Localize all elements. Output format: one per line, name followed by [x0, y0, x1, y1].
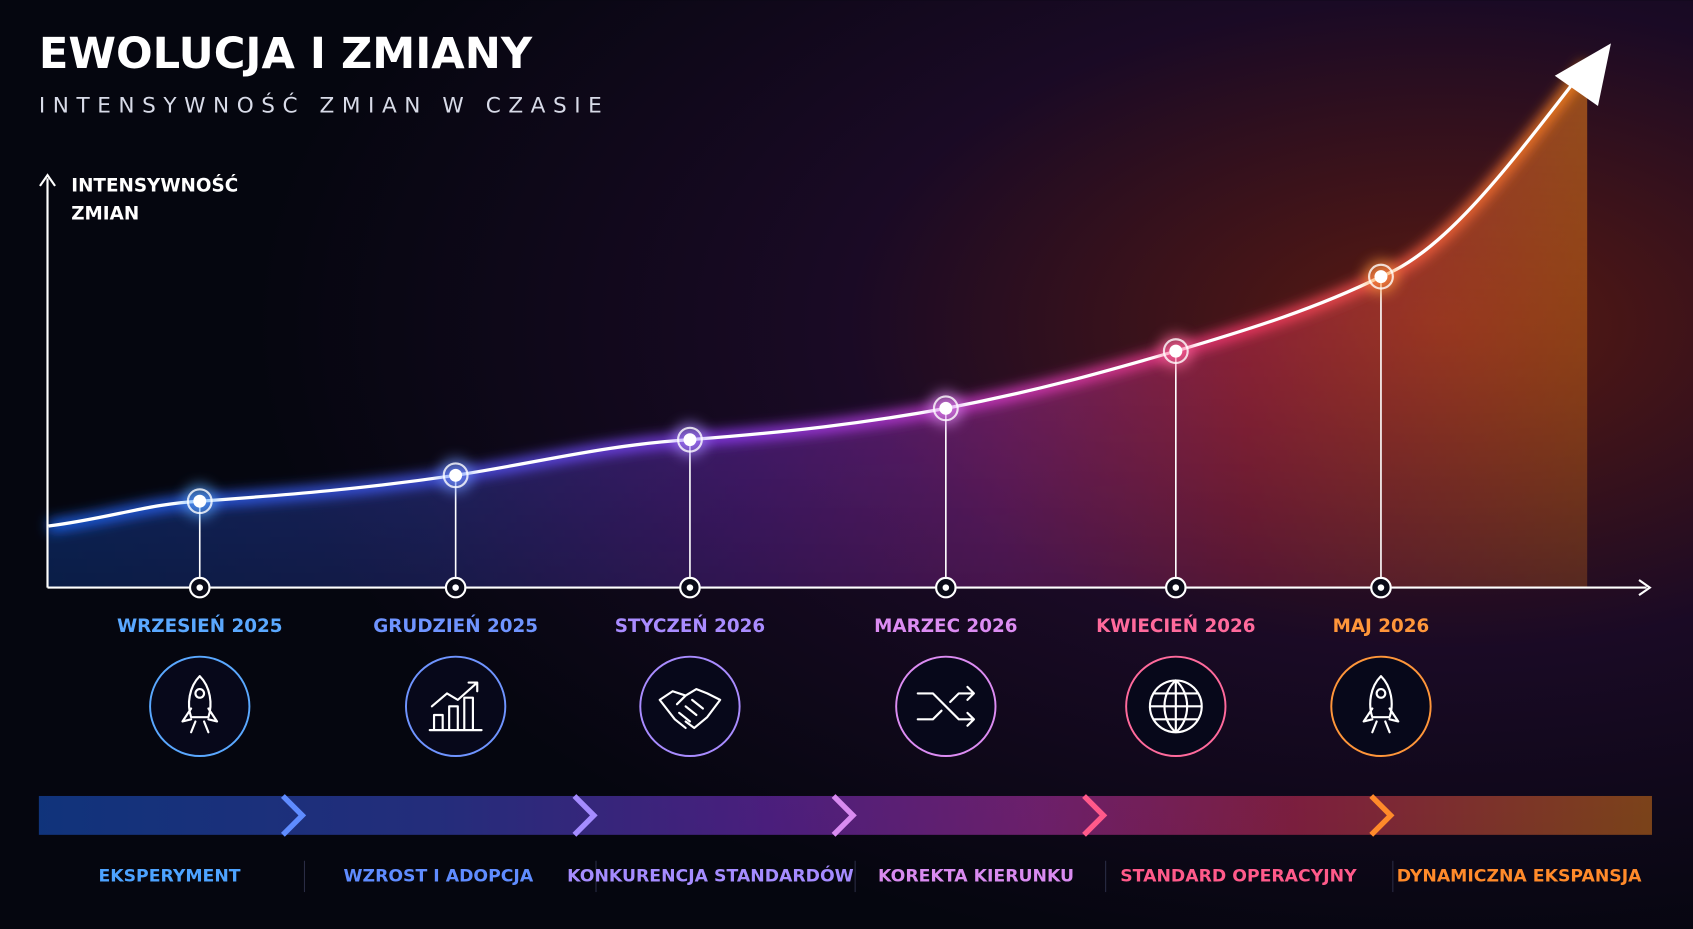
phase-label: KONKURENCJA STANDARDÓW: [567, 864, 854, 886]
point: [939, 401, 953, 415]
point-ring: [186, 488, 213, 515]
phase-label: KOREKTA KIERUNKU: [878, 866, 1074, 886]
phase-label: DYNAMICZNA EKSPANSJA: [1397, 866, 1642, 886]
icon-circle: [149, 655, 251, 757]
subtitle: INTENSYWNOŚĆ ZMIAN W CZASIE: [39, 93, 610, 119]
point-ring: [1162, 338, 1189, 365]
icon: [1148, 679, 1203, 734]
icon-circle: [1330, 655, 1432, 757]
phase-label: STANDARD OPERACYJNY: [1120, 866, 1357, 886]
curve-area: [48, 65, 1588, 588]
phase-chevron: [1082, 794, 1108, 837]
milestone-label: MAJ 2026: [1333, 616, 1430, 637]
title: EWOLUCJA I ZMIANY: [39, 29, 533, 79]
axis-node-dot: [452, 584, 459, 591]
axis-node-dot: [196, 584, 203, 591]
axis-node-dot: [686, 584, 694, 591]
icon: [428, 681, 483, 732]
icon: [658, 688, 722, 730]
point: [1374, 270, 1388, 284]
milestone-label: KWIECIEŃ 2026: [1096, 615, 1255, 637]
phase-label: WZROST I ADOPCJA: [344, 866, 534, 886]
phase-chevron: [831, 794, 857, 837]
phase-band: [38, 795, 1652, 835]
milestone-label: WRZESIEŃ 2025: [117, 615, 283, 637]
point-ring: [1368, 263, 1394, 290]
point: [1169, 344, 1183, 358]
y-axis-arrow: [39, 173, 56, 187]
phase-chevron: [280, 794, 307, 837]
point-ring: [442, 462, 469, 489]
milestone-label: MARZEC 2026: [874, 616, 1017, 637]
point: [193, 494, 207, 508]
curve-arrow: [1554, 43, 1611, 107]
axis-node-dot: [1377, 584, 1385, 591]
axis-label: ZMIAN: [71, 203, 139, 224]
icon: [181, 675, 219, 734]
icon-circle: [639, 655, 741, 757]
x-axis-arrow: [1638, 579, 1652, 597]
point: [449, 468, 463, 482]
axis-node-dot: [1172, 584, 1180, 591]
point: [683, 433, 697, 447]
axis-label: INTENSYWNOŚĆ: [71, 174, 238, 196]
axis-node-dot: [942, 584, 950, 591]
icon: [1362, 675, 1400, 734]
milestone-label: GRUDZIEŃ 2025: [373, 615, 538, 637]
phase-label: EKSPERYMENT: [98, 866, 240, 886]
phase-chevron: [572, 794, 598, 837]
point-ring: [676, 426, 703, 453]
phase-chevron: [1369, 794, 1395, 837]
point-ring: [932, 395, 959, 422]
milestone-label: STYCZEŃ 2026: [615, 615, 765, 637]
icon: [916, 685, 975, 727]
